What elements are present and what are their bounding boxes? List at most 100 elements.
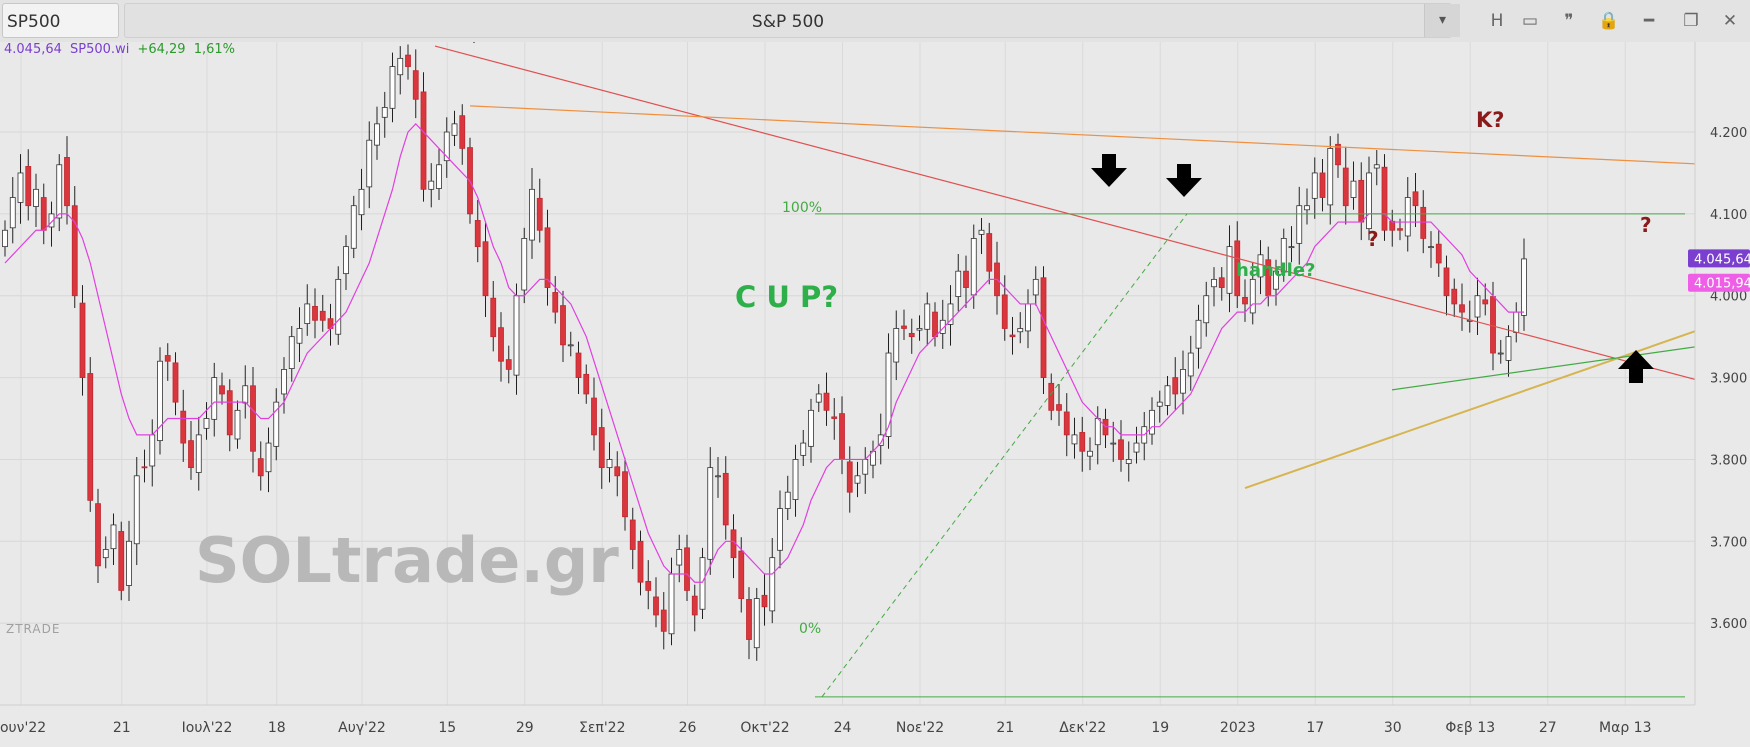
candle-up [1249,278,1256,314]
candle-down [691,595,698,616]
candle-up [916,328,923,331]
quote-line: 4.045,64 SP500.wi +64,29 1,61% [4,42,235,57]
lock-icon[interactable]: 🔒 [1598,11,1620,31]
candle-up [397,57,404,76]
candle-down [823,392,830,411]
candle-down [118,531,125,591]
candle-down [963,270,969,288]
candle-up [211,377,218,420]
x-axis-panel [0,705,1750,747]
h-button[interactable]: H [1490,11,1504,31]
minimize-icon[interactable]: ━ [1643,11,1655,31]
candle-down [1218,277,1225,288]
candle-up [1164,385,1171,406]
candle-down [1001,294,1008,329]
candle-down [645,581,652,591]
candle-up [242,385,249,404]
candle-down [1443,267,1450,297]
chevron-down-icon[interactable]: ▾ [1424,4,1460,37]
candle-up [9,197,16,229]
candle-up [893,328,900,363]
y-tick-label: 3.600 [1710,617,1747,632]
candle-up [885,352,892,437]
candle-up [753,598,760,649]
candle-down [660,609,667,632]
x-tick-label: Αυγ'22 [338,720,386,736]
y-tick-label: 4.100 [1710,208,1747,223]
price-chart[interactable]: C U P? handle? K??? 100% 0% 4.200 4.100 4.000 3… [0,42,1750,747]
candle-down [1009,334,1016,338]
axes: 4.200 4.100 4.000 3.900 3.800 3.700 3.600 Ιουν'… [0,42,1750,747]
y-tick-label: 3.900 [1710,372,1747,387]
candle-up [606,459,613,469]
candle-down [746,599,752,640]
candle-down [164,355,171,362]
title-bar: S&P 500 [124,3,1452,38]
trend-lines [434,45,1750,698]
candle-down [846,461,853,493]
x-tick-label: 15 [438,720,456,736]
candle-down [1342,167,1349,207]
candle-down [459,115,466,149]
candle-up [149,434,156,467]
quote-icon[interactable]: ❞ [1564,11,1574,31]
panel-icon[interactable]: ▭ [1521,11,1539,31]
candle-up [1094,418,1101,446]
candle-down [498,327,504,362]
candle-down [95,503,101,567]
candle-down [420,91,427,190]
candle-up [815,393,822,403]
candle-down [1397,228,1403,231]
symbol-input[interactable]: SP500 [2,3,119,38]
candle-up [1513,311,1520,333]
close-icon[interactable]: ✕ [1722,11,1738,31]
candle-down [986,233,993,272]
x-tick-label: Μαρ 13 [1599,720,1651,736]
candle-down [1063,411,1070,436]
candle-down [722,472,729,526]
candle-up [1180,369,1186,394]
candle-down [583,373,590,395]
candle-down [188,440,194,469]
candle-down [180,410,187,444]
candle-up [281,369,287,395]
x-tick-label: 21 [996,720,1014,736]
candle-down [1459,304,1465,313]
candle-up [1366,172,1372,230]
candle-up [529,188,535,241]
candle-up [715,475,721,478]
candle-down [560,305,566,346]
candle-down [79,302,86,378]
candle-down [505,359,512,370]
candle-up [17,172,24,203]
candle-up [56,164,63,219]
candle-down [490,297,497,338]
candle-up [1497,352,1504,355]
candle-up [1373,164,1380,169]
candle-up [1521,258,1527,316]
candle-up [157,360,163,442]
candle-up [436,164,442,189]
handle-label: handle? [1236,260,1315,281]
price-tag-ma-text: 4.015,94 [1694,277,1750,292]
x-tick-label: Ιουν'22 [0,720,46,736]
watermark: SOLtrade.gr [195,524,619,597]
candle-down [598,427,605,469]
restore-icon[interactable]: ❐ [1683,11,1699,31]
y-tick-label: 3.800 [1710,453,1747,468]
candle-up [567,344,574,347]
candle-down [761,594,768,608]
candle-down [25,166,32,207]
candle-up [374,123,380,146]
candle-down [1118,439,1124,460]
candle-up [676,549,683,566]
x-tick-label: Φεβ 13 [1445,720,1495,736]
toolbar: SP500 S&P 500 ▾ H ▭ ❞ 🔒 ━ ❐ ✕ [0,0,1750,43]
candle-down [839,413,845,460]
candle-down [474,220,481,248]
arrow-down-icon [1091,154,1127,187]
gold-support-line [1244,311,1750,490]
orange-resistance-line [469,105,1750,168]
candle-down [1172,377,1179,395]
y-tick-label: 4.200 [1710,126,1747,141]
